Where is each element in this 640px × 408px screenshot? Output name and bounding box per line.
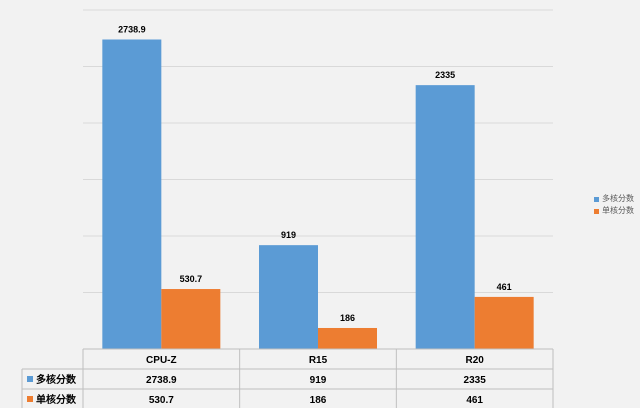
legend-label-series-1: 单核分数 <box>602 206 634 215</box>
legend-label-series-0: 多核分数 <box>602 194 634 203</box>
data-table: CPU-Z R15 R20 多核分数 2738.9 919 2335 单核分数 530.7 186… <box>21 348 554 408</box>
legend-swatch-series-0 <box>594 196 599 202</box>
table-category-2: R20 <box>465 355 484 366</box>
data-label-0-2: 2335 <box>435 70 455 80</box>
table-cell-1-1: 186 <box>310 395 327 406</box>
bar-1-1 <box>318 327 377 349</box>
bars <box>102 39 534 350</box>
bar-0-2 <box>415 85 475 350</box>
table-series-name-1: 单核分数 <box>36 393 77 406</box>
legend-swatch-series-1 <box>594 208 599 214</box>
table-cell-0-2: 2335 <box>464 375 487 386</box>
data-label-1-0: 530.7 <box>180 274 203 284</box>
table-swatch-0 <box>27 376 33 382</box>
table-category-0: CPU-Z <box>146 355 177 366</box>
table-category-1: R15 <box>309 355 328 366</box>
data-label-1-2: 461 <box>497 282 512 292</box>
legend-item-series-0: 多核分数 <box>594 193 634 205</box>
table-cell-1-2: 461 <box>466 395 483 406</box>
bar-1-0 <box>161 289 221 349</box>
table-cell-0-1: 919 <box>310 375 327 386</box>
bar-0-1 <box>259 245 318 349</box>
table-cell-0-0: 2738.9 <box>146 375 177 386</box>
data-labels: 2738.9 530.7 919 186 2335 461 <box>118 25 512 323</box>
data-label-1-1: 186 <box>340 313 355 323</box>
bar-1-2 <box>474 296 534 349</box>
bar-0-0 <box>102 39 162 349</box>
table-swatch-1 <box>27 396 33 402</box>
legend-item-series-1: 单核分数 <box>594 205 634 217</box>
table-series-name-0: 多核分数 <box>36 373 77 386</box>
data-label-0-1: 919 <box>281 230 296 240</box>
data-label-0-0: 2738.9 <box>118 25 146 35</box>
table-cell-1-0: 530.7 <box>149 395 174 406</box>
legend: 多核分数 单核分数 <box>594 193 634 217</box>
